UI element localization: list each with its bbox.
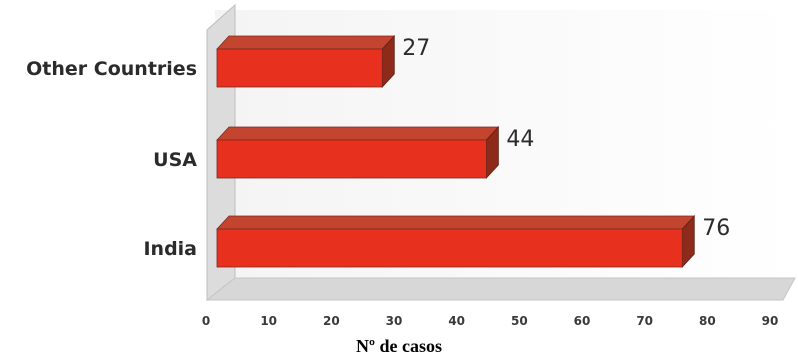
category-label: Other Countries xyxy=(26,58,197,80)
x-tick-label: 70 xyxy=(636,314,653,328)
bar-top-face xyxy=(216,126,500,141)
x-tick-label: 60 xyxy=(574,314,591,328)
value-label: 44 xyxy=(506,127,534,152)
x-tick-label: 0 xyxy=(202,314,210,328)
x-tick-label: 10 xyxy=(260,314,277,328)
x-axis-title: Nº de casos xyxy=(356,336,442,356)
x-tick-label: 80 xyxy=(699,314,716,328)
x-tick-label: 50 xyxy=(511,314,528,328)
x-tick-label: 40 xyxy=(448,314,465,328)
bar-top-face xyxy=(216,35,396,50)
bar-usa xyxy=(216,139,487,179)
x-tick-label: 20 xyxy=(323,314,340,328)
floor xyxy=(205,277,796,301)
value-label: 76 xyxy=(702,216,730,241)
x-tick-label: 90 xyxy=(762,314,779,328)
category-label: India xyxy=(143,238,197,260)
x-tick-label: 30 xyxy=(386,314,403,328)
bar-india xyxy=(216,228,683,268)
category-label: USA xyxy=(153,149,197,171)
bar-top-face xyxy=(216,215,696,230)
bar-other-countries xyxy=(216,48,383,88)
value-label: 27 xyxy=(402,36,430,61)
